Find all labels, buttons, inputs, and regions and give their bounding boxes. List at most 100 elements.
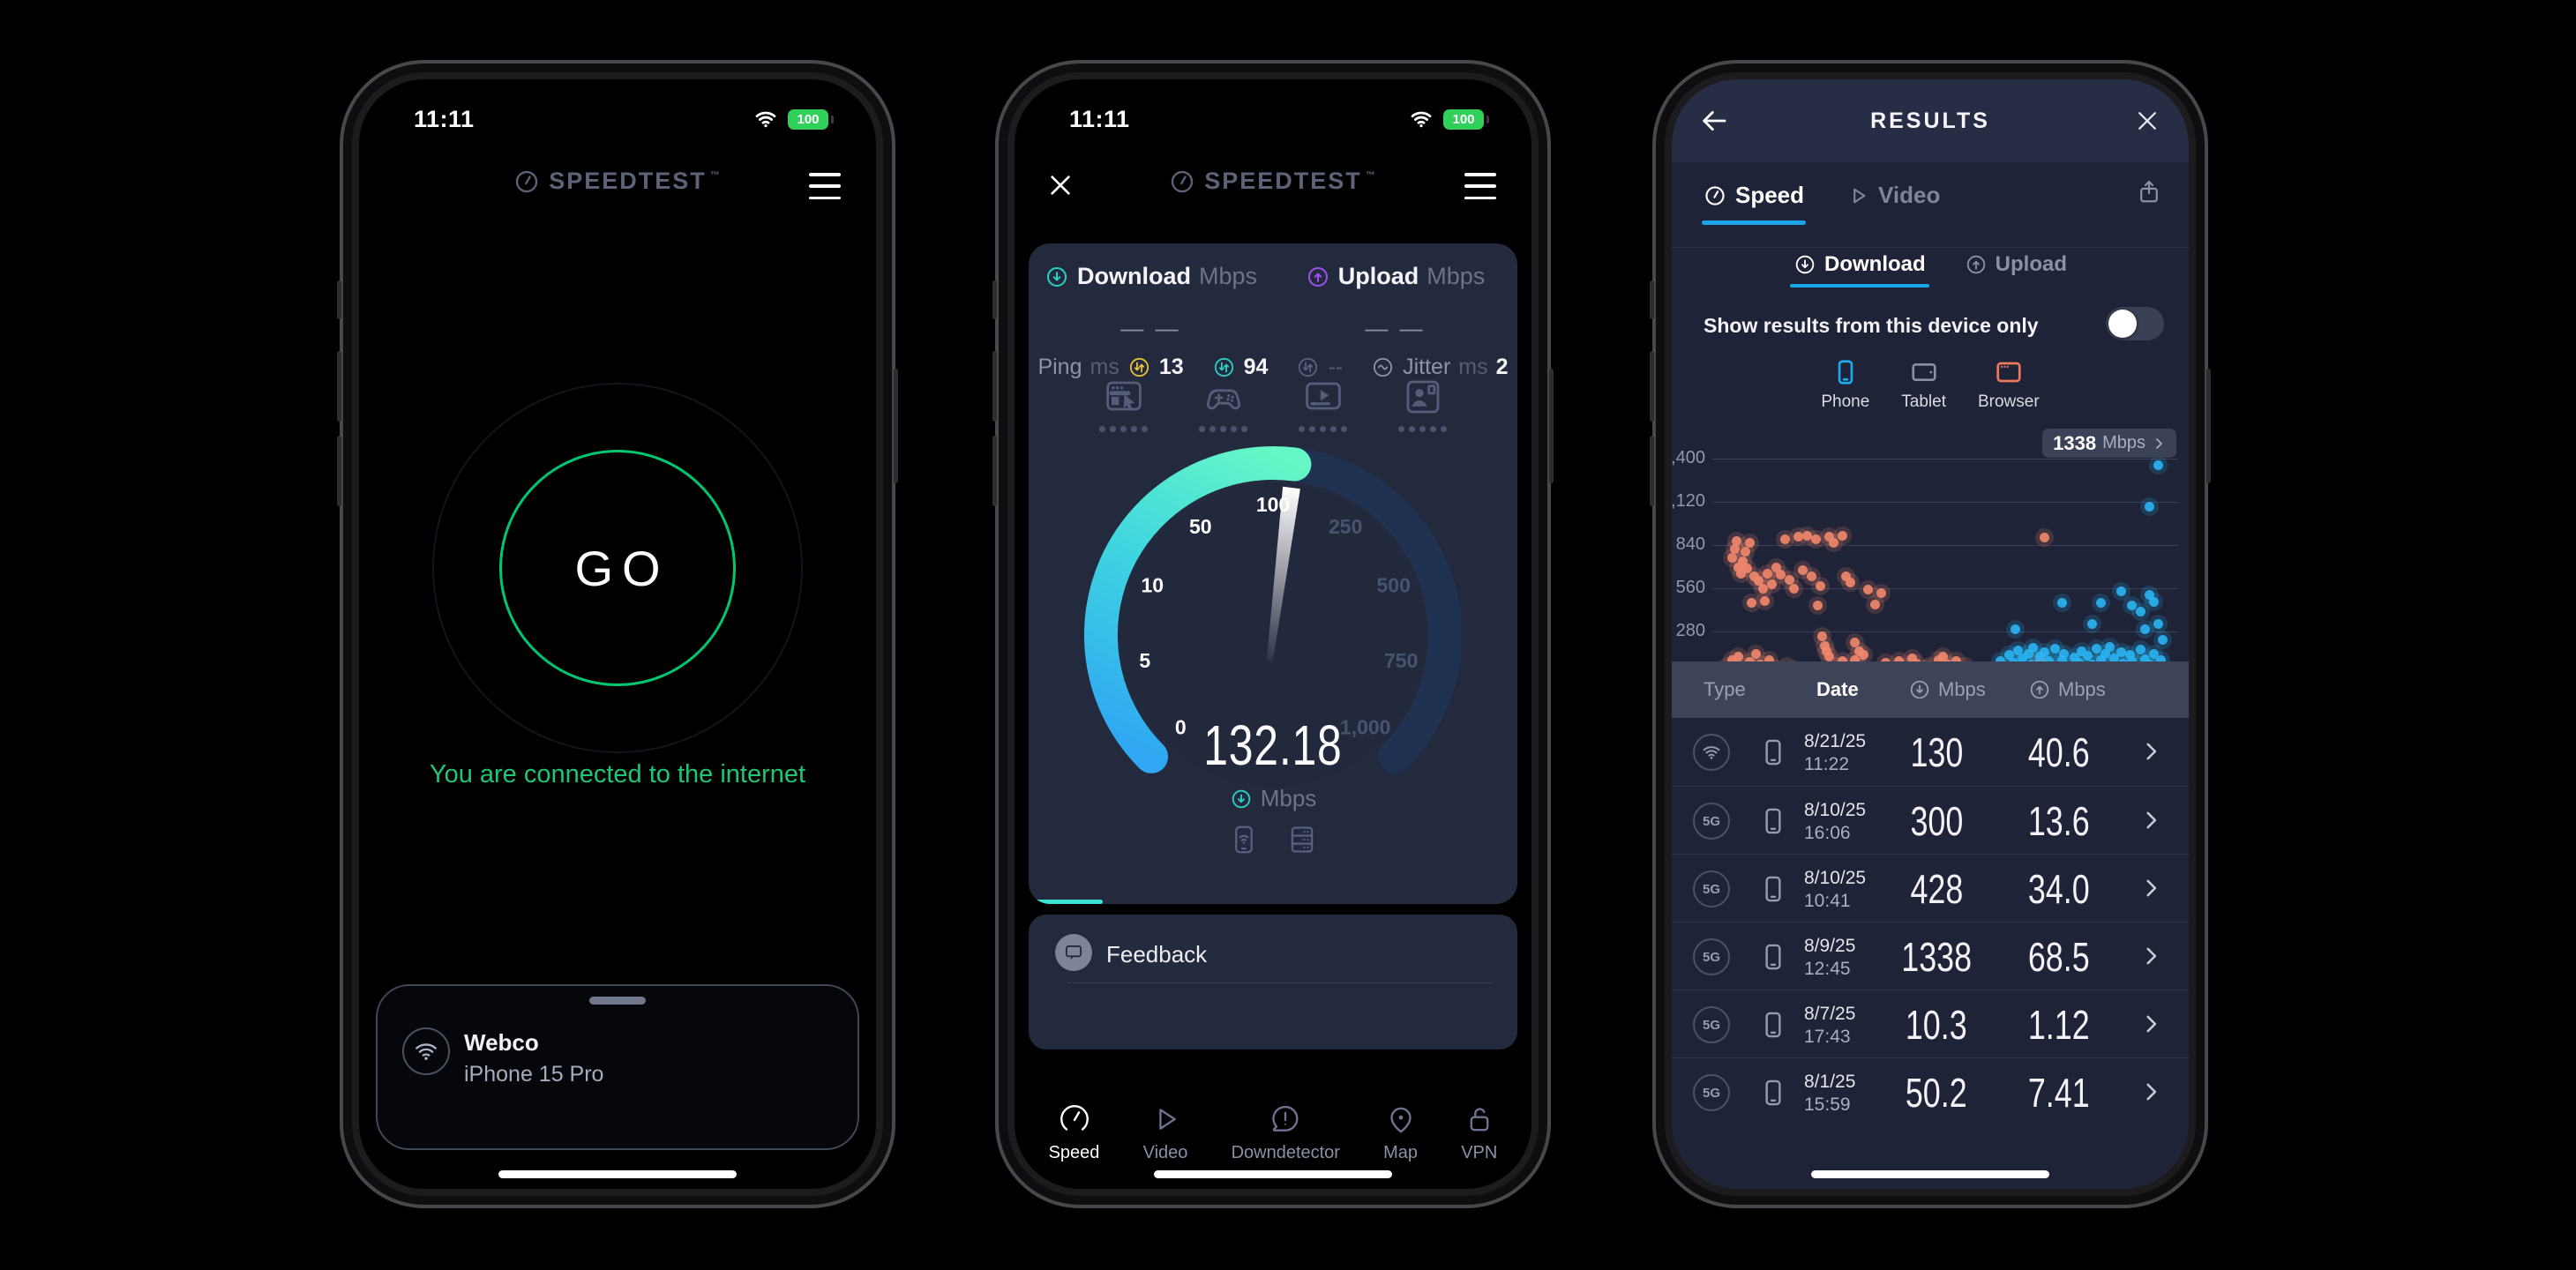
menu-button[interactable] [1464, 173, 1496, 199]
data-point-recent-results [2096, 597, 2107, 608]
battery-indicator: 100 [1443, 108, 1489, 130]
device-filter-phone[interactable]: Phone [1821, 358, 1869, 412]
data-point-recent-results [2124, 650, 2135, 661]
rating-dot [1131, 426, 1137, 432]
device-filter-browser[interactable]: Browser [1978, 358, 2040, 412]
close-icon[interactable] [1046, 171, 1075, 199]
feedback-card[interactable]: Feedback [1029, 915, 1517, 1050]
result-row[interactable]: 5G 8/10/25 10:41 428 34.0 [1672, 854, 2189, 922]
subtab-upload[interactable]: Upload [1965, 252, 2067, 277]
column-upload[interactable]: Mbps [2028, 678, 2106, 701]
nav-item-video[interactable]: Video [1143, 1087, 1187, 1178]
data-point-earlier-results [1749, 572, 1759, 581]
data-point-earlier-results [1788, 584, 1799, 594]
gridline [1712, 588, 2178, 589]
column-date[interactable]: Date [1816, 678, 1859, 700]
y-axis-label: 840 [1675, 534, 1705, 554]
result-row[interactable]: 8/21/25 11:22 130 40.6 [1672, 718, 2189, 786]
device-filter-tablet[interactable]: Tablet [1901, 358, 1946, 412]
data-point-recent-results [2003, 650, 2014, 661]
tab-video[interactable]: Video [1846, 182, 1940, 209]
subtab-download[interactable]: Download [1790, 252, 1929, 288]
connection-type-icon [1693, 734, 1730, 771]
connection-type-icon: 5G [1693, 803, 1730, 840]
phone-device-icon [1758, 736, 1788, 768]
speedometer-icon [1704, 184, 1726, 207]
device-type-row: Phone Tablet Browser [1672, 358, 2189, 412]
download-value: 428 [1910, 866, 1963, 912]
chevron-right-icon[interactable] [2139, 945, 2162, 967]
capability-videochat [1398, 376, 1447, 432]
share-button[interactable] [2136, 176, 2162, 206]
data-point-recent-results [2083, 651, 2093, 661]
data-point-recent-results [2058, 648, 2069, 659]
data-point-earlier-results [1819, 640, 1830, 651]
y-axis-label: 1,400 [1672, 448, 1705, 467]
nav-item-speed[interactable]: Speed [1049, 1087, 1099, 1178]
result-row[interactable]: 5G 8/9/25 12:45 1338 68.5 [1672, 922, 2189, 990]
rating-dot [1419, 426, 1426, 432]
data-point-earlier-results [1727, 553, 1737, 563]
data-point-earlier-results [1859, 650, 1869, 661]
menu-button[interactable] [809, 173, 841, 199]
data-point-recent-results [2149, 648, 2159, 659]
result-row[interactable]: 5G 8/1/25 15:59 50.2 7.41 [1672, 1057, 2189, 1125]
nav-item-vpn[interactable]: VPN [1461, 1087, 1497, 1178]
data-point-recent-results [2109, 653, 2120, 663]
test-progress-bar [1029, 900, 1103, 904]
volume-up-button [337, 351, 341, 422]
data-point-recent-results [2012, 646, 2023, 655]
bottom-nav: Speed Video Downdetector Map VPN [1015, 1087, 1531, 1178]
tab-speed[interactable]: Speed [1701, 182, 1807, 225]
result-row[interactable]: 5G 8/7/25 17:43 10.3 1.12 [1672, 990, 2189, 1057]
chevron-right-icon[interactable] [2139, 877, 2162, 900]
data-point-earlier-results [1810, 534, 1821, 544]
phone-2-frame: 11:11 100 SPEEDTEST ™ Download Mbps [992, 60, 1554, 1208]
data-point-earlier-results [1846, 578, 1856, 587]
device-only-toggle[interactable] [2106, 307, 2164, 340]
results-header: RESULTS [1672, 79, 2189, 162]
connection-sheet[interactable]: Webco iPhone 15 Pro [376, 984, 859, 1150]
mute-switch [1650, 280, 1654, 319]
upload-icon [1965, 253, 1988, 276]
column-download[interactable]: Mbps [1908, 678, 1986, 701]
nav-label: VPN [1461, 1143, 1498, 1162]
chevron-right-icon[interactable] [2139, 1012, 2162, 1035]
chevron-right-icon[interactable] [2139, 740, 2162, 763]
data-point-earlier-results [1934, 655, 1943, 666]
phone-device-icon [1758, 805, 1788, 837]
close-icon[interactable] [2134, 108, 2160, 134]
battery-indicator: 100 [788, 108, 834, 130]
data-point-recent-results [2153, 619, 2163, 630]
phone-device-icon [1758, 1009, 1788, 1041]
data-point-earlier-results [1740, 547, 1750, 557]
back-button[interactable] [1698, 106, 1730, 136]
nav-item-map[interactable]: Map [1383, 1087, 1418, 1178]
chevron-right-icon[interactable] [2139, 809, 2162, 832]
streaming-icon [1302, 376, 1344, 418]
nav-item-downdetector[interactable]: Downdetector [1232, 1087, 1340, 1178]
gauge-tick-label: 750 [1384, 649, 1418, 672]
speed-gauge: 0 5 10 50 100 250 500 750 1,000 [1061, 423, 1485, 847]
video-chat-icon [1402, 376, 1444, 418]
data-point-earlier-results [1729, 543, 1740, 554]
volume-down-button [337, 436, 341, 506]
tablet-icon [1910, 358, 1938, 386]
data-point-earlier-results [1813, 601, 1823, 611]
data-point-recent-results [2076, 646, 2086, 656]
go-button[interactable]: GO [499, 450, 736, 686]
volume-up-button [1650, 351, 1654, 422]
download-value: 300 [1910, 798, 1963, 844]
result-row[interactable]: 5G 8/10/25 16:06 300 13.6 [1672, 786, 2189, 854]
connection-type-icon: 5G [1693, 938, 1730, 975]
gauge-tick-label: 50 [1189, 515, 1212, 538]
network-name: Webco [464, 1029, 539, 1056]
wifi-status-icon [753, 108, 779, 131]
drag-handle[interactable] [589, 997, 646, 1005]
metrics-row: Download Mbps — — Upload Mbps — — [1029, 263, 1517, 342]
chat-bubble-icon [1062, 941, 1085, 964]
chevron-right-icon[interactable] [2139, 1080, 2162, 1103]
speedometer-icon [1169, 168, 1195, 195]
data-point-earlier-results [1727, 655, 1737, 666]
max-speed-callout[interactable]: 1338 Mbps [2042, 429, 2176, 458]
